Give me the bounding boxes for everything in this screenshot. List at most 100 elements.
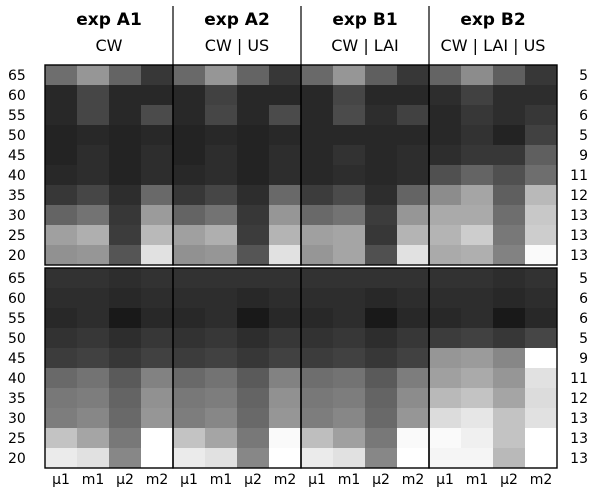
heatmap-cell bbox=[269, 205, 302, 226]
heatmap-cell bbox=[301, 165, 334, 186]
right-row-label: 12 bbox=[570, 391, 588, 407]
heatmap-cell bbox=[205, 205, 238, 226]
experiment-title: exp B2 bbox=[460, 10, 525, 30]
heatmap-cell bbox=[237, 225, 270, 246]
heatmap-cell bbox=[333, 268, 366, 289]
bottom-heatmap-panel bbox=[44, 267, 558, 469]
heatmap-cell bbox=[269, 368, 302, 389]
heatmap-cell bbox=[333, 165, 366, 186]
heatmap-cell bbox=[269, 105, 302, 126]
heatmap-cell bbox=[269, 448, 302, 469]
heatmap-cell bbox=[429, 328, 462, 349]
heatmap-cell bbox=[461, 205, 494, 226]
heatmap-cell bbox=[301, 205, 334, 226]
heatmap-cell bbox=[301, 145, 334, 166]
heatmap-cell bbox=[397, 65, 430, 86]
heatmap-cell bbox=[269, 125, 302, 146]
heatmap-cell bbox=[493, 225, 526, 246]
heatmap-cell bbox=[397, 288, 430, 309]
heatmap-cell bbox=[493, 388, 526, 409]
heatmap-cell bbox=[205, 288, 238, 309]
heatmap-cell bbox=[429, 245, 462, 266]
heatmap-cell bbox=[141, 408, 174, 429]
heatmap-cell bbox=[397, 348, 430, 369]
heatmap-cell bbox=[141, 185, 174, 206]
heatmap-cell bbox=[365, 65, 398, 86]
heatmap-cell bbox=[205, 308, 238, 329]
heatmap-cell bbox=[333, 145, 366, 166]
heatmap-cell bbox=[237, 125, 270, 146]
heatmap-cell bbox=[493, 165, 526, 186]
heatmap-cell bbox=[205, 225, 238, 246]
heatmap-cell bbox=[301, 388, 334, 409]
heatmap-cell bbox=[333, 388, 366, 409]
heatmap-cell bbox=[461, 185, 494, 206]
heatmap-cell bbox=[397, 448, 430, 469]
experiment-title: exp B1 bbox=[332, 10, 397, 30]
heatmap-cell bbox=[429, 408, 462, 429]
experiment-title: exp A1 bbox=[76, 10, 142, 30]
heatmap-cell bbox=[429, 368, 462, 389]
heatmap-cell bbox=[173, 145, 206, 166]
heatmap-cell bbox=[301, 328, 334, 349]
heatmap-cell bbox=[109, 308, 142, 329]
left-row-labels: 65 60 55 50 45 40 35 30 25 20 65 60 55 50 45 40 35 30 25 20 bbox=[8, 68, 26, 467]
heatmap-cell bbox=[45, 328, 78, 349]
heatmap-cell bbox=[301, 65, 334, 86]
right-row-label: 13 bbox=[570, 248, 588, 264]
row-label: 60 bbox=[8, 88, 26, 104]
heatmap-cell bbox=[461, 308, 494, 329]
heatmap-cell bbox=[333, 448, 366, 469]
heatmap-cell bbox=[45, 388, 78, 409]
heatmap-cell bbox=[525, 388, 558, 409]
heatmap-cell bbox=[525, 288, 558, 309]
heatmap-cell bbox=[333, 225, 366, 246]
heatmap-cell bbox=[205, 65, 238, 86]
heatmap-cell bbox=[461, 245, 494, 266]
right-row-label: 11 bbox=[570, 168, 588, 184]
heatmap-cell bbox=[365, 348, 398, 369]
heatmap-cell bbox=[77, 85, 110, 106]
right-row-labels: 5 6 6 5 9 11 12 13 13 13 5 6 6 5 9 11 12 13 13 13 bbox=[570, 68, 588, 467]
column-labels: μ1 m1 μ2 m2 μ1 m1 μ2 m2 μ1 m1 μ2 m2 μ1 m1 μ2 m2 bbox=[52, 472, 552, 488]
heatmap-cell bbox=[141, 428, 174, 449]
heatmap-cell bbox=[493, 185, 526, 206]
heatmap-cell bbox=[461, 65, 494, 86]
heatmap-cell bbox=[205, 408, 238, 429]
heatmap-cell bbox=[141, 225, 174, 246]
heatmap-cell bbox=[365, 428, 398, 449]
heatmap-cell bbox=[237, 308, 270, 329]
heatmap-cell bbox=[141, 448, 174, 469]
column-label: m1 bbox=[210, 472, 233, 488]
heatmap-cell bbox=[461, 85, 494, 106]
heatmap-cell bbox=[493, 125, 526, 146]
row-label: 55 bbox=[8, 311, 26, 327]
heatmap-cell bbox=[397, 268, 430, 289]
heatmap-cell bbox=[205, 268, 238, 289]
heatmap-cell bbox=[141, 145, 174, 166]
heatmap-cell bbox=[525, 368, 558, 389]
heatmap-cell bbox=[429, 428, 462, 449]
right-row-label: 6 bbox=[579, 311, 588, 327]
heatmap-cell bbox=[205, 448, 238, 469]
heatmap-cell bbox=[365, 288, 398, 309]
heatmap-cell bbox=[301, 225, 334, 246]
heatmap-cell bbox=[109, 185, 142, 206]
heatmap-cell bbox=[237, 165, 270, 186]
heatmap-cell bbox=[173, 428, 206, 449]
heatmap-cell bbox=[301, 245, 334, 266]
heatmap-cell bbox=[365, 368, 398, 389]
heatmap-cell bbox=[45, 125, 78, 146]
heatmap-cell bbox=[493, 245, 526, 266]
heatmap-cell bbox=[365, 165, 398, 186]
heatmap-cell bbox=[429, 268, 462, 289]
heatmap-cell bbox=[269, 308, 302, 329]
column-label: μ2 bbox=[372, 472, 390, 488]
heatmap-cell bbox=[109, 245, 142, 266]
heatmap-cell bbox=[301, 105, 334, 126]
heatmap-cell bbox=[173, 125, 206, 146]
heatmap-cell bbox=[525, 65, 558, 86]
heatmap-cell bbox=[461, 268, 494, 289]
heatmap-cell bbox=[269, 245, 302, 266]
heatmap-cell bbox=[109, 205, 142, 226]
